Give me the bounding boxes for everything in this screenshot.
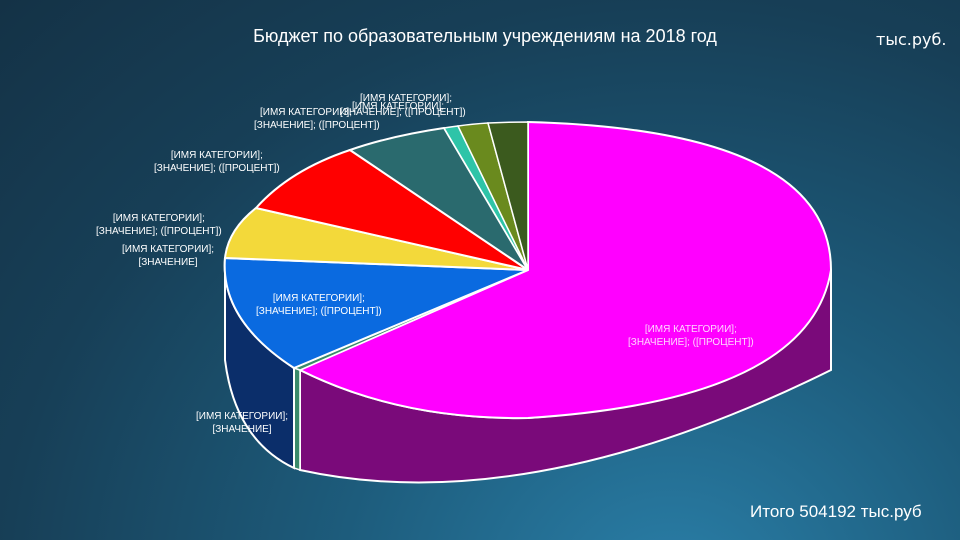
- label-value: [ЗНАЧЕНИЕ]; ([ПРОЦЕНТ]): [256, 306, 382, 317]
- label-category: [ИМЯ КАТЕГОРИИ];: [260, 107, 353, 118]
- slice-dark-teal[interactable]: [347, 126, 529, 271]
- label-value: [ЗНАЧЕНИЕ]; ([ПРОЦЕНТ]): [254, 120, 380, 131]
- label-value: [ЗНАЧЕНИЕ]; ([ПРОЦЕНТ]): [154, 163, 280, 174]
- slice-red[interactable]: [254, 148, 529, 271]
- data-label-yellow: [ИМЯ КАТЕГОРИИ]; [ЗНАЧЕНИЕ]; ([ПРОЦЕНТ]): [96, 212, 222, 238]
- data-label-magenta: [ИМЯ КАТЕГОРИИ]; [ЗНАЧЕНИЕ]; ([ПРОЦЕНТ]): [628, 323, 754, 349]
- data-label-top-2: [ИМЯ КАТЕГОРИИ];: [352, 100, 444, 113]
- slice-magenta[interactable]: [297, 120, 833, 420]
- data-label-dark-teal: [ИМЯ КАТЕГОРИИ]; [ЗНАЧЕНИЕ]; ([ПРОЦЕНТ]): [254, 106, 380, 132]
- unit-label: тыс.руб.: [876, 30, 947, 49]
- data-label-blue: [ИМЯ КАТЕГОРИИ]; [ЗНАЧЕНИЕ]; ([ПРОЦЕНТ]): [256, 292, 382, 318]
- label-category: [ИМЯ КАТЕГОРИИ];: [644, 324, 737, 335]
- data-label-top-1: [ИМЯ КАТЕГОРИИ];: [360, 92, 452, 105]
- data-label-red: [ИМЯ КАТЕГОРИИ]; [ЗНАЧЕНИЕ]; ([ПРОЦЕНТ]): [154, 149, 280, 175]
- label-category: [ИМЯ КАТЕГОРИИ];: [272, 293, 365, 304]
- data-label-top-3: [ЗНАЧЕНИЕ]; ([ПРОЦЕНТ]): [340, 106, 466, 119]
- label-category: [ИМЯ КАТЕГОРИИ];: [112, 213, 205, 224]
- data-label-small: [ИМЯ КАТЕГОРИИ]; [ЗНАЧЕНИЕ]: [122, 243, 214, 269]
- label-category: [ИМЯ КАТЕГОРИИ];: [122, 244, 215, 255]
- label-category: [ИМЯ КАТЕГОРИИ];: [352, 101, 445, 112]
- label-value: [ЗНАЧЕНИЕ]: [138, 257, 198, 268]
- label-value: [ЗНАЧЕНИЕ]: [212, 424, 272, 435]
- total-label: Итого 504192 тыс.руб: [750, 502, 922, 521]
- label-value: [ЗНАЧЕНИЕ]; ([ПРОЦЕНТ]): [340, 107, 466, 118]
- label-value: [ЗНАЧЕНИЕ]; ([ПРОЦЕНТ]): [96, 226, 222, 237]
- slice-blue[interactable]: [223, 256, 529, 370]
- label-value: [ЗНАЧЕНИЕ]; ([ПРОЦЕНТ]): [628, 337, 754, 348]
- data-label-small-green: [ИМЯ КАТЕГОРИИ]; [ЗНАЧЕНИЕ]: [196, 410, 288, 436]
- chart-title: Бюджет по образовательным учреждениям на…: [253, 26, 717, 46]
- label-category: [ИМЯ КАТЕГОРИИ];: [170, 150, 263, 161]
- label-category: [ИМЯ КАТЕГОРИИ];: [196, 411, 289, 422]
- label-category: [ИМЯ КАТЕГОРИИ];: [360, 93, 453, 104]
- slice-dark-olive[interactable]: [487, 121, 529, 271]
